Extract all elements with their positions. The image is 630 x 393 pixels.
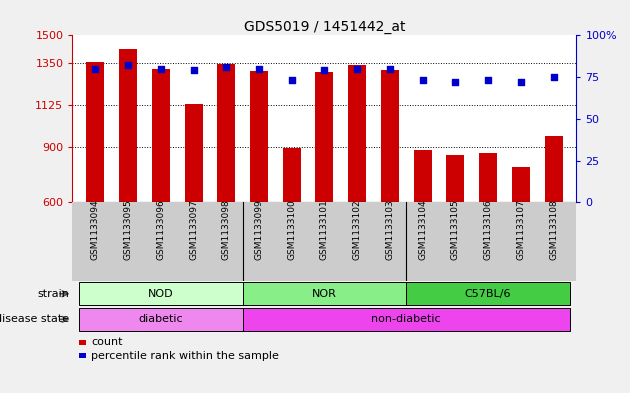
Point: [90, 66, 100, 72]
Bar: [86, 62, 105, 314]
Point: [516, 79, 526, 85]
Bar: [79, 282, 243, 305]
Point: [352, 66, 362, 72]
Bar: [414, 149, 432, 314]
Text: percentile rank within the sample: percentile rank within the sample: [91, 351, 279, 361]
Bar: [447, 155, 464, 314]
Point: [254, 66, 264, 72]
Point: [188, 67, 198, 73]
Bar: [243, 308, 570, 331]
Point: [450, 79, 461, 85]
Point: [156, 66, 166, 72]
Point: [287, 77, 297, 84]
Bar: [217, 64, 235, 314]
Bar: [406, 282, 570, 305]
Text: disease state: disease state: [0, 314, 69, 324]
Point: [319, 67, 329, 73]
Text: strain: strain: [37, 289, 69, 299]
Bar: [283, 148, 301, 314]
Bar: [381, 70, 399, 314]
Text: NOD: NOD: [148, 289, 174, 299]
Text: non-diabetic: non-diabetic: [372, 314, 441, 324]
Bar: [250, 71, 268, 314]
Text: C57BL/6: C57BL/6: [465, 289, 512, 299]
Bar: [512, 167, 530, 314]
Text: NOR: NOR: [312, 289, 337, 299]
Bar: [152, 69, 170, 314]
Point: [483, 77, 493, 84]
Bar: [316, 72, 333, 314]
Title: GDS5019 / 1451442_at: GDS5019 / 1451442_at: [244, 20, 405, 34]
Text: count: count: [91, 338, 123, 347]
Point: [123, 62, 133, 68]
Point: [549, 74, 559, 80]
Point: [418, 77, 428, 84]
Bar: [544, 136, 563, 314]
Bar: [185, 104, 202, 314]
Bar: [79, 308, 243, 331]
Text: diabetic: diabetic: [139, 314, 183, 324]
Bar: [348, 65, 366, 314]
Point: [221, 64, 231, 70]
Point: [385, 66, 395, 72]
Bar: [243, 282, 406, 305]
Bar: [479, 153, 497, 314]
Bar: [119, 49, 137, 314]
